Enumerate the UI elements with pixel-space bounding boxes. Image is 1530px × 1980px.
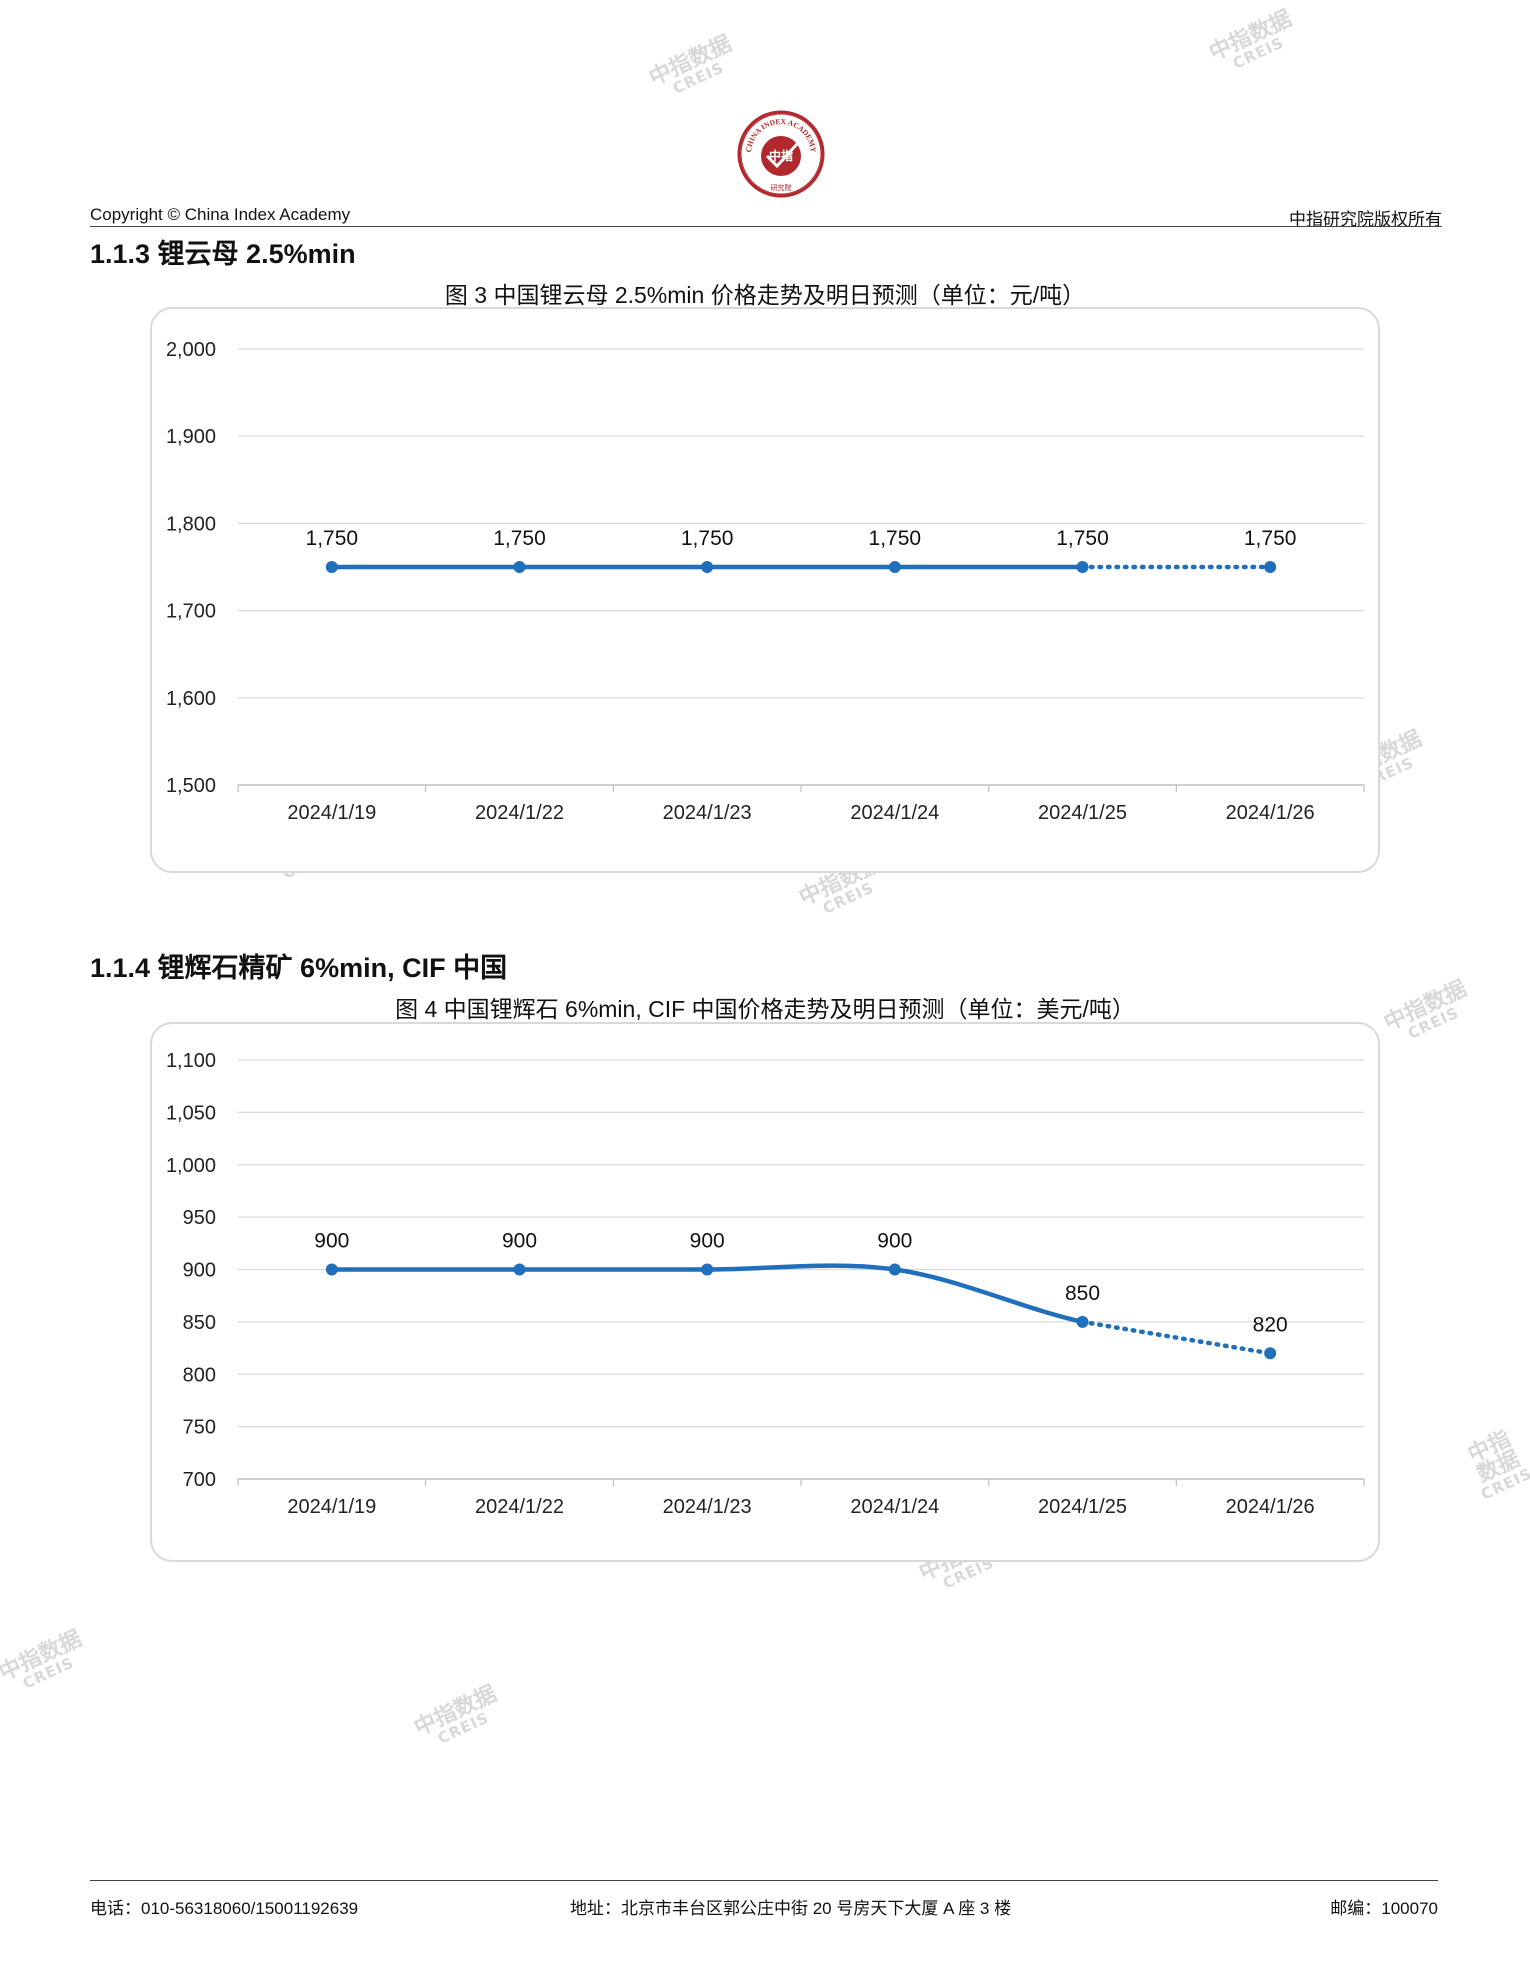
x-tick-label: 2024/1/24: [850, 1496, 939, 1518]
y-tick-label: 1,600: [166, 688, 216, 710]
data-label: 1,750: [681, 527, 734, 550]
x-tick-label: 2024/1/19: [287, 1496, 376, 1518]
section-title-lepidolite: 1.1.3 锂云母 2.5%min: [90, 239, 356, 269]
data-label: 900: [314, 1230, 349, 1253]
svg-text:研究院: 研究院: [771, 183, 792, 192]
x-tick-label: 2024/1/26: [1226, 802, 1315, 824]
y-tick-label: 1,900: [166, 426, 216, 448]
data-point: [888, 1263, 901, 1276]
chart-spodumene-plot: 700 750 800 850 900 950 1,000 1,050 1,100 2024/1/…: [166, 1050, 1365, 1518]
x-tick-label: 2024/1/22: [475, 1496, 564, 1518]
data-point: [325, 561, 338, 573]
x-tick-label: 2024/1/22: [475, 802, 564, 824]
data-label: 900: [877, 1230, 912, 1253]
data-point: [701, 561, 714, 573]
x-tick-label: 2024/1/19: [287, 802, 376, 824]
data-label: 820: [1253, 1313, 1288, 1336]
x-tick-label: 2024/1/26: [1226, 1496, 1315, 1518]
data-label: 850: [1065, 1282, 1100, 1305]
footer-address: 地址：北京市丰台区郭公庄中街 20 号房天下大厦 A 座 3 楼: [570, 1899, 1012, 1918]
forecast-line: [1080, 1319, 1273, 1356]
data-point: [888, 561, 901, 573]
y-tick-label: 700: [183, 1469, 216, 1491]
x-tick-label: 2024/1/23: [663, 1496, 752, 1518]
x-tick-label: 2024/1/23: [663, 802, 752, 824]
chart-lepidolite-plot: 1,500 1,600 1,700 1,800 1,900 2,000 2024/1/19 2…: [166, 339, 1365, 824]
svg-text:中指: 中指: [769, 148, 793, 163]
data-point: [325, 1263, 338, 1276]
x-tick-label: 2024/1/25: [1038, 802, 1127, 824]
y-tick-label: 850: [183, 1312, 216, 1334]
y-tick-label: 1,800: [166, 513, 216, 535]
copyright-text: Copyright © China Index Academy: [90, 205, 351, 224]
footer-divider: [90, 1880, 1438, 1881]
footer-postcode: 邮编：100070: [1330, 1899, 1438, 1918]
y-tick-label: 900: [183, 1260, 216, 1282]
chart-spodumene: 700 750 800 850 900 950 1,000 1,050 1,100 2024/1/…: [150, 1022, 1380, 1562]
data-point: [513, 561, 526, 573]
china-index-academy-logo: CHINA INDEX ACADEMY 中指 研究院: [737, 110, 825, 198]
x-tick-label: 2024/1/24: [850, 802, 939, 824]
footer-phone: 电话：010-56318060/15001192639: [90, 1899, 359, 1918]
x-tick-label: 2024/1/25: [1038, 1496, 1127, 1518]
chart-lepidolite: 1,500 1,600 1,700 1,800 1,900 2,000 2024/1/19 2…: [150, 307, 1380, 873]
rights-text: 中指研究院版权所有: [1289, 210, 1442, 230]
data-label: 1,750: [493, 527, 546, 550]
data-label: 1,750: [1244, 527, 1297, 550]
data-label: 900: [690, 1230, 725, 1253]
data-label: 900: [502, 1230, 537, 1253]
data-point: [1264, 1347, 1277, 1360]
y-tick-label: 1,100: [166, 1050, 216, 1072]
data-point: [513, 1263, 526, 1276]
y-tick-label: 1,700: [166, 601, 216, 623]
data-point: [1076, 1315, 1089, 1328]
y-tick-label: 1,000: [166, 1155, 216, 1177]
y-tick-label: 2,000: [166, 339, 216, 361]
data-point: [1264, 561, 1277, 573]
data-label: 1,750: [1056, 527, 1109, 550]
data-label: 1,750: [869, 527, 922, 550]
data-point: [701, 1263, 714, 1276]
y-tick-label: 950: [183, 1207, 216, 1229]
chart-title-spodumene: 图 4 中国锂辉石 6%min, CIF 中国价格走势及明日预测（单位：美元/吨…: [395, 996, 1135, 1022]
data-point: [1076, 561, 1089, 573]
y-tick-label: 800: [183, 1364, 216, 1386]
data-label: 1,750: [306, 527, 359, 550]
header-divider: [90, 226, 1442, 227]
y-tick-label: 750: [183, 1417, 216, 1439]
y-tick-label: 1,050: [166, 1102, 216, 1124]
section-title-spodumene: 1.1.4 锂辉石精矿 6%min, CIF 中国: [90, 953, 508, 983]
chart-title-lepidolite: 图 3 中国锂云母 2.5%min 价格走势及明日预测（单位：元/吨）: [444, 282, 1086, 308]
y-tick-label: 1,500: [166, 775, 216, 797]
